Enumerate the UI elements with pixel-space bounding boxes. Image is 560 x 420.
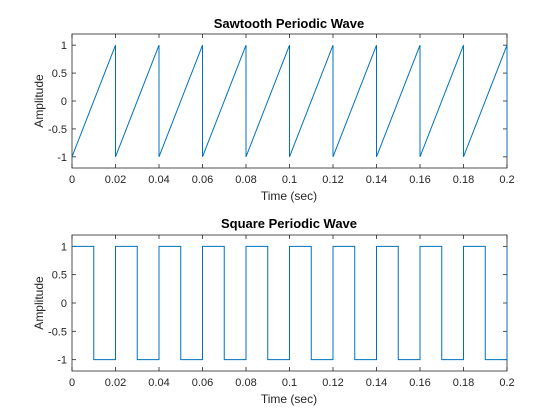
square-y-tick-label: -1 bbox=[57, 355, 67, 367]
sawtooth-x-tick-label: 0.02 bbox=[105, 174, 126, 186]
sawtooth-x-tick-label: 0.2 bbox=[499, 174, 514, 186]
square-x-tick-label: 0.02 bbox=[105, 377, 126, 389]
sawtooth-wave-line bbox=[71, 44, 508, 158]
sawtooth-y-tick-label: -0.5 bbox=[48, 124, 67, 136]
sawtooth-y-tick-label: -1 bbox=[57, 152, 67, 164]
sawtooth-y-tick-label: 0 bbox=[61, 96, 67, 108]
square-y-tick-label: 0 bbox=[61, 298, 67, 310]
sawtooth-chart-title: Sawtooth Periodic Wave bbox=[214, 16, 365, 31]
sawtooth-y-axis-label: Amplitude bbox=[32, 74, 46, 128]
sawtooth-x-tick-label: 0.04 bbox=[148, 174, 169, 186]
square-y-axis: 1 0.5 0 -0.5 -1 bbox=[48, 241, 507, 367]
sawtooth-y-axis: 1 0.5 0 -0.5 -1 bbox=[48, 40, 507, 164]
square-wave-line bbox=[72, 245, 508, 361]
sawtooth-x-tick-label: 0.18 bbox=[453, 174, 474, 186]
square-x-axis-label: Time (sec) bbox=[261, 392, 317, 406]
sawtooth-x-tick-label: 0.06 bbox=[192, 174, 213, 186]
subplot-sawtooth: Sawtooth Periodic Wave 0 0.02 0.04 0.06 0.08… bbox=[32, 16, 515, 203]
sawtooth-y-tick-label: 0.5 bbox=[52, 68, 67, 80]
square-x-tick-label: 0.12 bbox=[322, 377, 343, 389]
square-x-tick-label: 0.2 bbox=[499, 377, 514, 389]
square-chart-title: Square Periodic Wave bbox=[221, 216, 357, 231]
square-y-tick-label: 0.5 bbox=[52, 270, 67, 282]
subplot-square: Square Periodic Wave 0 0.02 0.04 0.06 0.08 0.… bbox=[32, 216, 515, 406]
square-y-tick-label: 1 bbox=[61, 241, 67, 253]
sawtooth-x-tick-label: 0.08 bbox=[235, 174, 256, 186]
square-y-axis-label: Amplitude bbox=[32, 276, 46, 330]
square-x-tick-label: 0.16 bbox=[409, 377, 430, 389]
sawtooth-x-tick-label: 0.16 bbox=[409, 174, 430, 186]
square-x-tick-label: 0.08 bbox=[235, 377, 256, 389]
sawtooth-x-tick-label: 0.1 bbox=[282, 174, 297, 186]
sawtooth-series-group bbox=[71, 44, 508, 158]
square-x-axis: 0 0.02 0.04 0.06 0.08 0.1 0.12 0.14 0.16 0.18 0.2 bbox=[69, 235, 515, 389]
sawtooth-y-tick-label: 1 bbox=[61, 40, 67, 52]
sawtooth-x-tick-label: 0 bbox=[69, 174, 75, 186]
sawtooth-x-axis: 0 0.02 0.04 0.06 0.08 0.1 0.12 0.14 0.16 0.18 0.2 bbox=[69, 34, 515, 186]
square-series-group bbox=[72, 245, 508, 361]
square-x-tick-label: 0.1 bbox=[282, 377, 297, 389]
square-y-tick-label: -0.5 bbox=[48, 326, 67, 338]
square-x-tick-label: 0 bbox=[69, 377, 75, 389]
square-x-tick-label: 0.14 bbox=[366, 377, 387, 389]
sawtooth-x-tick-label: 0.14 bbox=[366, 174, 387, 186]
sawtooth-x-tick-label: 0.12 bbox=[322, 174, 343, 186]
sawtooth-x-axis-label: Time (sec) bbox=[261, 189, 317, 203]
square-x-tick-label: 0.06 bbox=[192, 377, 213, 389]
square-x-tick-label: 0.18 bbox=[453, 377, 474, 389]
square-x-tick-label: 0.04 bbox=[148, 377, 169, 389]
